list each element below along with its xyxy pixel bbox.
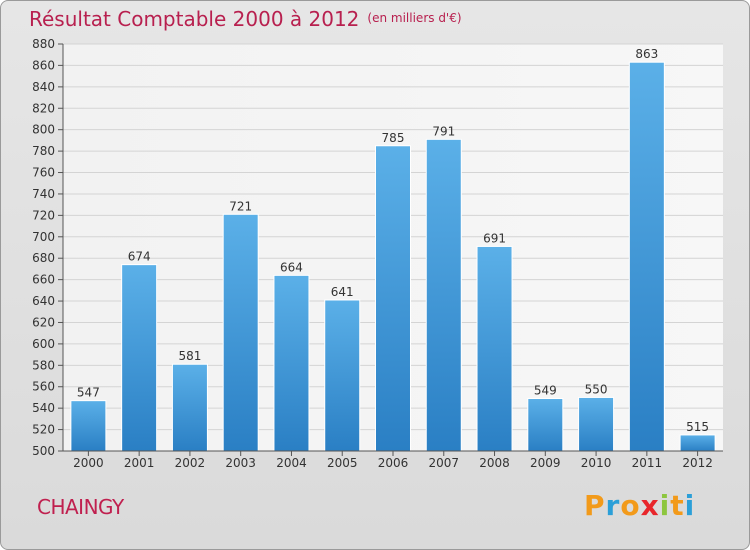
x-tick-label: 2005 bbox=[327, 456, 358, 470]
y-tick-label: 880 bbox=[32, 37, 55, 51]
x-tick-label: 2003 bbox=[225, 456, 256, 470]
data-label: 721 bbox=[229, 199, 252, 213]
bar-2009 bbox=[527, 398, 564, 452]
x-axis: 2000 2001 2002 2003 2004 2005 2006 2007 2008 2009… bbox=[63, 450, 723, 470]
y-tick-label: 760 bbox=[32, 166, 55, 180]
x-tick-label: 2008 bbox=[479, 456, 510, 470]
y-tick-label: 580 bbox=[32, 358, 55, 372]
bar-2011 bbox=[628, 61, 665, 452]
logo-letter: x bbox=[640, 489, 660, 522]
data-label: 550 bbox=[585, 382, 608, 396]
y-tick-label: 700 bbox=[32, 230, 55, 244]
x-tick-label: 2007 bbox=[428, 456, 459, 470]
logo-letter: t bbox=[670, 489, 685, 522]
bar-2000 bbox=[70, 400, 107, 452]
data-label: 791 bbox=[432, 124, 455, 138]
bar-2007 bbox=[425, 138, 462, 452]
y-tick-label: 520 bbox=[32, 423, 55, 437]
unit-note: (en milliers d'€) bbox=[367, 11, 462, 25]
y-axis: 500 520 540 560 580 600 620 640 660 680 700 720 740 7… bbox=[32, 37, 64, 458]
y-tick-label: 540 bbox=[32, 401, 55, 415]
y-tick-label: 740 bbox=[32, 187, 55, 201]
data-label: 691 bbox=[483, 231, 506, 245]
data-label: 863 bbox=[635, 47, 658, 61]
y-tick-label: 800 bbox=[32, 123, 55, 137]
bar-2006 bbox=[375, 145, 411, 452]
bar-2003 bbox=[222, 213, 259, 452]
y-tick-label: 720 bbox=[32, 208, 55, 222]
logo-letter: P bbox=[584, 489, 606, 522]
bar-2008 bbox=[476, 245, 513, 452]
data-label: 547 bbox=[77, 386, 100, 400]
data-label: 674 bbox=[128, 250, 151, 264]
logo-letter: o bbox=[620, 489, 641, 522]
bar-2004 bbox=[273, 274, 310, 452]
x-tick-label: 2010 bbox=[581, 456, 612, 470]
data-label: 664 bbox=[280, 260, 303, 274]
data-label: 549 bbox=[534, 384, 557, 398]
data-label: 515 bbox=[686, 420, 709, 434]
x-tick-label: 2004 bbox=[276, 456, 307, 470]
y-tick-label: 600 bbox=[32, 337, 55, 351]
logo-letter: i bbox=[659, 489, 671, 522]
bar-2010 bbox=[578, 396, 615, 452]
x-tick-label: 2012 bbox=[682, 456, 713, 470]
logo-letter: r bbox=[605, 489, 621, 522]
x-tick-label: 2006 bbox=[378, 456, 409, 470]
bar-2002 bbox=[171, 363, 208, 452]
data-label: 641 bbox=[331, 285, 354, 299]
data-label: 785 bbox=[382, 131, 405, 145]
y-tick-label: 840 bbox=[32, 80, 55, 94]
y-tick-label: 820 bbox=[32, 101, 55, 115]
chart-title-text: Résultat Comptable 2000 à 2012 bbox=[29, 7, 360, 31]
x-tick-label: 2001 bbox=[124, 456, 155, 470]
y-tick-label: 780 bbox=[32, 144, 55, 158]
y-tick-label: 560 bbox=[32, 380, 55, 394]
data-label: 581 bbox=[178, 349, 201, 363]
bar-2001 bbox=[121, 264, 158, 452]
y-tick-label: 640 bbox=[32, 294, 55, 308]
y-tick-label: 680 bbox=[32, 251, 55, 265]
y-tick-label: 860 bbox=[32, 58, 55, 72]
y-tick-label: 660 bbox=[32, 273, 55, 287]
x-tick-label: 2009 bbox=[530, 456, 561, 470]
bar-2012 bbox=[679, 434, 716, 452]
x-tick-label: 2002 bbox=[175, 456, 206, 470]
proxiti-logo: Proxiti bbox=[584, 489, 695, 522]
chart-title: Résultat Comptable 2000 à 2012 (en millie… bbox=[29, 7, 462, 31]
bars: 547 674 581 721 664 641 785 791 691 549 550 863 515 bbox=[70, 47, 716, 452]
commune-name: CHAINGY bbox=[37, 495, 124, 519]
bar-2005 bbox=[324, 299, 361, 452]
y-tick-label: 500 bbox=[32, 444, 55, 458]
x-tick-label: 2011 bbox=[632, 456, 663, 470]
y-tick-label: 620 bbox=[32, 315, 55, 329]
x-tick-label: 2000 bbox=[73, 456, 104, 470]
logo-letter: i bbox=[684, 489, 696, 522]
